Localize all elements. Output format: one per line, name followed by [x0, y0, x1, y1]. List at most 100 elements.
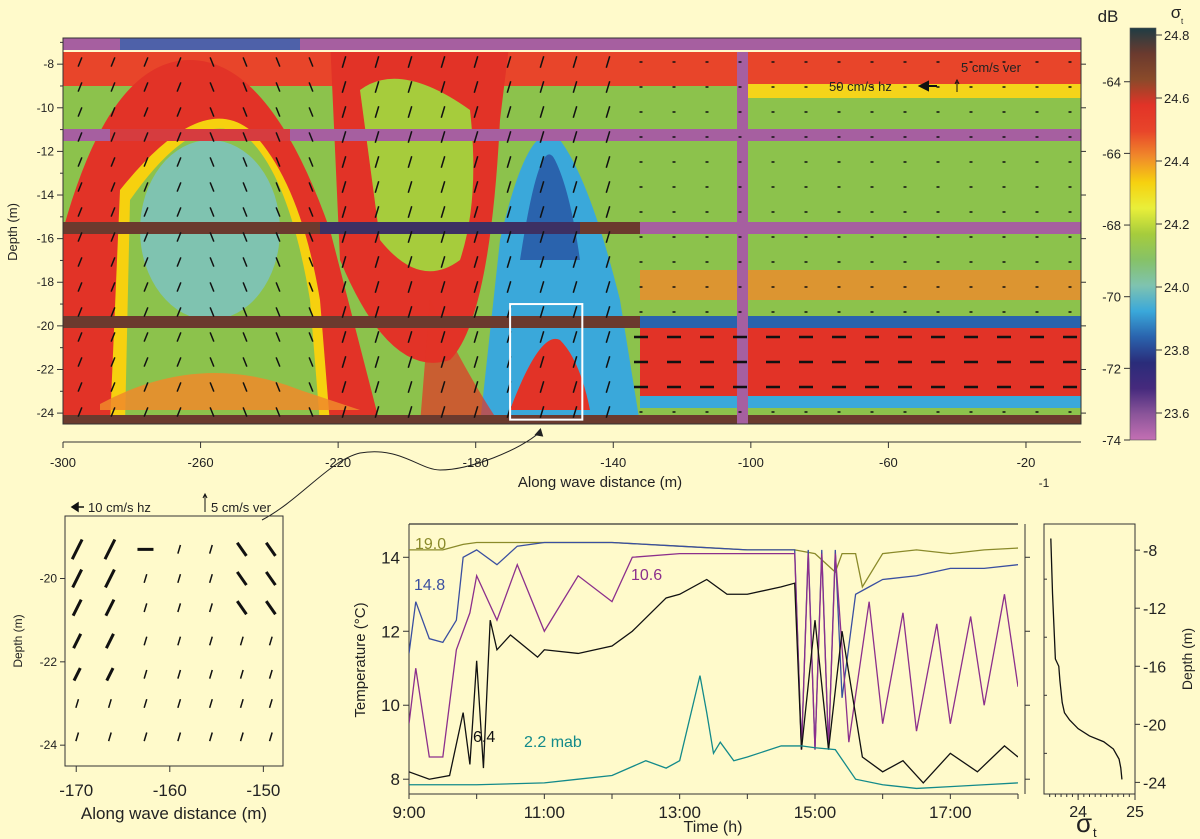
mooring-bar-3-right [640, 222, 1081, 234]
velocity-arrow [110, 407, 116, 417]
sigma-x-tick-label: 24 [1069, 804, 1087, 821]
mooring-bar-2 [63, 129, 1081, 141]
velocity-arrow [275, 132, 281, 142]
temp-y-tick-label: 10 [381, 696, 400, 715]
velocity-arrow [242, 282, 248, 292]
inset-velocity-arrow [104, 568, 116, 589]
temp-x-tick-label: 17:00 [929, 803, 972, 822]
colorbar-sigma-sub: t [1181, 17, 1184, 26]
velocity-arrow [77, 132, 83, 142]
inset-velocity-arrow [177, 698, 182, 709]
velocity-arrow [440, 156, 446, 168]
velocity-arrow [143, 107, 149, 117]
velocity-arrow [473, 256, 479, 268]
velocity-arrow [374, 106, 380, 118]
velocity-arrow [473, 106, 479, 118]
inset-velocity-arrow [104, 598, 116, 617]
mooring-bar-2-signal [110, 129, 290, 141]
velocity-arrow [341, 231, 347, 243]
inset-velocity-arrow [71, 568, 83, 589]
inset-velocity-arrow [208, 636, 213, 646]
velocity-arrow [407, 106, 413, 118]
velocity-arrow [341, 56, 347, 68]
velocity-arrow [407, 56, 413, 68]
velocity-arrow [539, 281, 545, 293]
velocity-arrow [572, 181, 578, 193]
inset-velocity-arrow [268, 698, 273, 709]
velocity-arrow [209, 57, 215, 67]
inset-velocity-arrow [236, 541, 248, 557]
main-y-axis: -8 -10 -12 -14 -16 -18 -20 -22 -24 [37, 41, 1086, 420]
inset-velocity-arrow [75, 698, 80, 709]
velocity-arrow [275, 207, 281, 217]
velocity-arrow [605, 56, 611, 68]
velocity-arrow [209, 357, 215, 367]
velocity-arrow [176, 307, 182, 317]
velocity-arrow [539, 406, 545, 418]
velocity-arrow [407, 331, 413, 343]
velocity-arrow [143, 382, 149, 392]
velocity-arrow [539, 356, 545, 368]
velocity-arrow [506, 81, 512, 93]
gap-line [63, 50, 1081, 52]
velocity-arrow [539, 381, 545, 393]
velocity-arrow [341, 331, 347, 343]
velocity-arrow [341, 106, 347, 118]
velocity-arrow [440, 281, 446, 293]
velocity-arrow [473, 131, 479, 143]
velocity-arrow [374, 356, 380, 368]
velocity-arrow [308, 232, 314, 242]
velocity-arrow [176, 157, 182, 167]
velocity-arrow [374, 206, 380, 218]
velocity-arrow [176, 207, 182, 217]
main-y-tick-label: -8 [43, 57, 54, 71]
velocity-arrow [176, 107, 182, 117]
velocity-arrow [308, 182, 314, 192]
echogram-field [63, 38, 1081, 424]
inset-velocity-arrow [177, 732, 182, 742]
velocity-arrow [473, 331, 479, 343]
velocity-arrow [209, 207, 215, 217]
temp-y-tick-label: 14 [381, 548, 400, 567]
velocity-arrow [374, 306, 380, 318]
main-x-tick-label: -60 [879, 455, 898, 470]
echogram-frame [62, 37, 1082, 425]
velocity-arrow [341, 181, 347, 193]
velocity-arrow [572, 206, 578, 218]
main-y-tick-label: -18 [37, 275, 55, 289]
velocity-arrow [176, 357, 182, 367]
velocity-vectors [77, 56, 1077, 418]
main-x-tick-label: -180 [463, 455, 489, 470]
inset-velocity-arrow [236, 571, 248, 586]
velocity-arrow [275, 82, 281, 92]
temp-x-tick-label: 15:00 [794, 803, 837, 822]
velocity-arrow [572, 256, 578, 268]
velocity-arrow [572, 381, 578, 393]
echogram-panel: -8-10-12-14-16-18-20-22-24 -300 -260 -220-… [5, 37, 1086, 521]
inset-velocity-arrow [239, 669, 244, 679]
temp-series-label: 10.6 [631, 567, 662, 584]
velocity-arrow [605, 281, 611, 293]
inset-ver-scale-label: 5 cm/s ver [211, 500, 272, 515]
velocity-arrow [143, 257, 149, 267]
velocity-arrow [440, 181, 446, 193]
velocity-arrow [407, 381, 413, 393]
inset-velocity-arrow [107, 698, 112, 709]
echo-layer-yellow [740, 84, 1081, 98]
colorbar-db-tick-label: -70 [1102, 290, 1121, 305]
velocity-arrow [407, 306, 413, 318]
velocity-arrow [110, 232, 116, 242]
velocity-arrow [242, 132, 248, 142]
velocity-arrow [176, 232, 182, 242]
velocity-arrow [605, 206, 611, 218]
sigma-y-tick-label: -8 [1143, 543, 1157, 560]
velocity-arrow [440, 356, 446, 368]
inset-frame [64, 515, 284, 767]
velocity-arrow [209, 257, 215, 267]
hz-scale-arrow-icon [917, 80, 937, 92]
velocity-arrow [143, 82, 149, 92]
velocity-arrow [440, 131, 446, 143]
inset-axes: -20 -22 -24 -170 -160 -150 [40, 572, 281, 801]
velocity-arrow [341, 131, 347, 143]
